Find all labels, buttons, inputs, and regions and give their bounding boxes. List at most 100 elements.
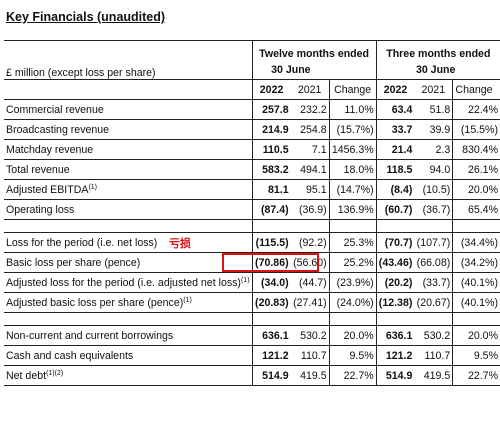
report-title: Key Financials (unaudited)	[6, 10, 166, 24]
cell-tc: 11.0%	[328, 99, 377, 120]
footnote-ref: (1)	[240, 276, 250, 284]
table-row: Loss for the period (i.e. net loss) 亏损 (…	[4, 232, 500, 253]
table-row: Broadcasting revenue 214.9 254.8 (15.7%)…	[4, 119, 500, 140]
row-label: Adjusted loss for the period (i.e. adjus…	[6, 276, 241, 289]
header-blank-4	[494, 79, 500, 100]
table-row: Basic loss per share (pence) (70.86) (56…	[4, 252, 500, 273]
cell-t21: 494.1	[290, 159, 330, 180]
cell-t22: 81.1	[251, 179, 291, 200]
header-blank-3	[4, 79, 253, 100]
cell-tc: (15.7%)	[328, 119, 377, 140]
key-financials-table: Twelve months ended Three months ended £…	[4, 40, 500, 386]
cell-qc: (40.1%)	[452, 272, 500, 293]
cell-qc: (34.4%)	[452, 232, 500, 253]
row-label: Adjusted basic loss per share (pence)	[6, 296, 184, 309]
header-row-period: Twelve months ended Three months ended	[4, 40, 500, 60]
twelve-months-line1: Twelve months ended	[259, 48, 370, 60]
cell-q22: (20.2)	[375, 272, 415, 293]
cell-q22: 118.5	[375, 159, 415, 180]
header-blank	[4, 40, 253, 60]
cell-qc: (40.1%)	[452, 292, 500, 313]
cell-q22: (60.7)	[375, 199, 415, 220]
table-row: Adjusted loss for the period (i.e. adjus…	[4, 272, 500, 293]
cell-qc: 26.1%	[452, 159, 500, 180]
section-spacer	[4, 219, 500, 233]
row-label: Total revenue	[4, 159, 253, 180]
cell-q22: 636.1	[375, 325, 415, 346]
cell-q22: 63.4	[375, 99, 415, 120]
row-label: Commercial revenue	[4, 99, 253, 120]
cell-tc: 18.0%	[328, 159, 377, 180]
table-row: Matchday revenue 110.5 7.1 1456.3% 21.4 …	[4, 139, 500, 160]
cell-q21: (20.67)	[414, 292, 453, 313]
cell-tc: 22.7%	[328, 365, 377, 386]
table-row: Commercial revenue 257.8 232.2 11.0% 63.…	[4, 99, 500, 120]
col-2021-twelve: 2021	[290, 79, 330, 100]
cell-q21: 39.9	[414, 119, 453, 140]
cell-t21: (44.7)	[290, 272, 330, 293]
row-label-cell: Adjusted loss for the period (i.e. adjus…	[4, 272, 253, 293]
cell-t22: (115.5)	[251, 232, 291, 253]
cell-t22: 121.2	[251, 345, 291, 366]
col-2022-twelve: 2022	[251, 79, 291, 100]
header-change-spacer	[329, 60, 377, 80]
cell-q21: 2.3	[414, 139, 453, 160]
cell-t22: 583.2	[251, 159, 291, 180]
header-change-spacer-2	[495, 60, 500, 80]
section-spacer	[4, 312, 500, 326]
cell-t21: 7.1	[290, 139, 330, 160]
cell-t21: (92.2)	[290, 232, 330, 253]
footnote-ref: (1)(2)	[46, 369, 64, 377]
cell-q21: (10.5)	[414, 179, 453, 200]
cell-q21: 51.8	[414, 99, 453, 120]
cell-t22: (70.86)	[251, 252, 291, 273]
cell-t22: 257.8	[251, 99, 291, 120]
cell-q21: 110.7	[414, 345, 453, 366]
row-label-cell: Adjusted basic loss per share (pence)(1)	[4, 292, 253, 313]
row-label: Cash and cash equivalents	[4, 345, 253, 366]
cell-qc: 22.4%	[452, 99, 500, 120]
cell-t21: (36.9)	[290, 199, 330, 220]
cell-tc: 1456.3%	[328, 139, 377, 160]
cell-q22: (43.46)	[375, 252, 415, 273]
cell-q22: 21.4	[375, 139, 415, 160]
cell-t21: (27.41)	[290, 292, 330, 313]
row-label: Basic loss per share (pence)	[4, 252, 253, 273]
three-months-line1: Three months ended	[386, 48, 491, 60]
table-row: Adjusted basic loss per share (pence)(1)…	[4, 292, 500, 313]
cell-q21: (107.7)	[414, 232, 453, 253]
cell-t22: 110.5	[251, 139, 291, 160]
cell-t21: 95.1	[290, 179, 330, 200]
unit-label: £ million (except loss per share)	[6, 67, 156, 79]
cell-q22: (70.7)	[375, 232, 415, 253]
cell-q21: (33.7)	[414, 272, 453, 293]
row-label-cell: Loss for the period (i.e. net loss) 亏损	[4, 232, 253, 253]
table-row: Operating loss (87.4) (36.9) 136.9% (60.…	[4, 199, 500, 220]
cell-qc: (15.5%)	[452, 119, 500, 140]
cell-qc: 65.4%	[452, 199, 500, 220]
table-row: Net debt(1)(2) 514.9 419.5 22.7% 514.9 4…	[4, 365, 500, 386]
cell-qc: 9.5%	[452, 345, 500, 366]
cell-t22: 514.9	[251, 365, 291, 386]
cell-t22: 214.9	[251, 119, 291, 140]
col-2021-three: 2021	[414, 79, 453, 100]
cell-q21: 530.2	[414, 325, 453, 346]
col-change-twelve: Change	[328, 79, 377, 100]
col-2022-three: 2022	[375, 79, 415, 100]
cell-tc: 25.2%	[328, 252, 377, 273]
table-row: Cash and cash equivalents 121.2 110.7 9.…	[4, 345, 500, 366]
row-label: Matchday revenue	[4, 139, 253, 160]
cell-qc: 20.0%	[452, 179, 500, 200]
cell-tc: (24.0%)	[328, 292, 377, 313]
cell-t22: 636.1	[251, 325, 291, 346]
row-label: Non-current and current borrowings	[4, 325, 253, 346]
cell-q22: (8.4)	[375, 179, 415, 200]
cell-q22: (12.38)	[375, 292, 415, 313]
cell-t22: (87.4)	[251, 199, 291, 220]
cell-q21: (36.7)	[414, 199, 453, 220]
cell-t21: 419.5	[290, 365, 330, 386]
cell-tc: (23.9%)	[328, 272, 377, 293]
cell-t22: (20.83)	[251, 292, 291, 313]
cell-q22: 121.2	[375, 345, 415, 366]
row-label: Broadcasting revenue	[4, 119, 253, 140]
